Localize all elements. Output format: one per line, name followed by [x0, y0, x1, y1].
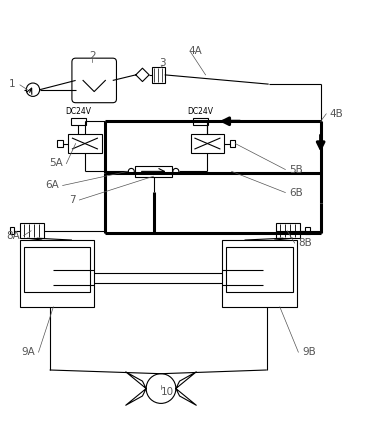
Bar [276, 223, 300, 238]
Circle shape [173, 168, 179, 175]
Bar [20, 240, 94, 307]
Text: 9B: 9B [302, 347, 316, 357]
Text: 1: 1 [9, 79, 16, 89]
Bar [68, 134, 102, 153]
Text: 2: 2 [89, 51, 96, 61]
Bar [24, 248, 91, 292]
Bar [230, 140, 235, 147]
Bar [57, 140, 62, 147]
Bar [10, 227, 14, 234]
FancyBboxPatch shape [72, 58, 116, 103]
Text: 10: 10 [161, 387, 174, 396]
Text: 4A: 4A [189, 46, 203, 56]
Bar [222, 240, 297, 307]
Bar [193, 117, 208, 125]
Text: 4B: 4B [330, 109, 344, 119]
Bar [135, 166, 172, 177]
Text: 6A: 6A [45, 180, 59, 190]
Circle shape [26, 83, 40, 97]
Bar [191, 134, 224, 153]
Bar [71, 117, 86, 125]
Bar [226, 248, 293, 292]
Text: 5B: 5B [289, 164, 303, 175]
Text: DC24V: DC24V [188, 107, 214, 116]
Text: 6B: 6B [289, 187, 303, 198]
Text: 7: 7 [69, 195, 76, 205]
Text: 9A: 9A [21, 347, 35, 357]
Bar [305, 227, 310, 234]
Text: 8B: 8B [298, 238, 312, 248]
Circle shape [128, 168, 134, 175]
Text: DC24V: DC24V [65, 107, 91, 116]
Bar [152, 67, 165, 83]
Text: 5A: 5A [49, 158, 62, 168]
Text: 8A: 8A [6, 231, 20, 241]
Text: 3: 3 [160, 58, 166, 68]
Circle shape [146, 374, 176, 404]
Bar [20, 223, 44, 238]
